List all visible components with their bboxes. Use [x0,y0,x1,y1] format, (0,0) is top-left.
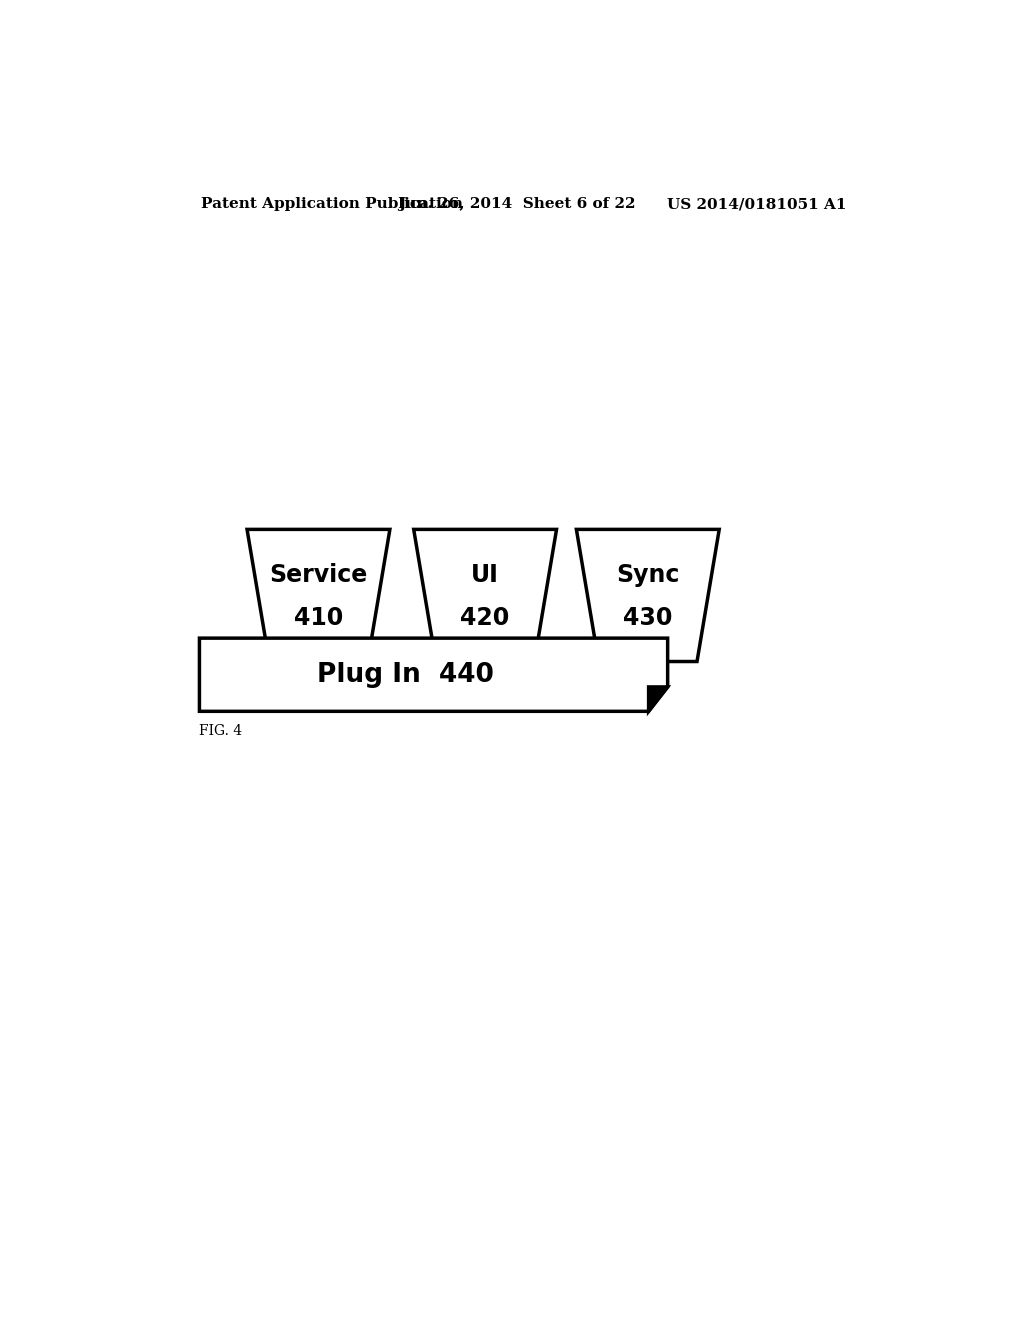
Text: Service: Service [269,564,368,587]
Text: Jun. 26, 2014  Sheet 6 of 22: Jun. 26, 2014 Sheet 6 of 22 [398,197,636,211]
Text: Plug In  440: Plug In 440 [317,661,494,688]
Text: Sync: Sync [616,564,680,587]
Text: UI: UI [471,564,499,587]
Text: 430: 430 [624,606,673,630]
Text: 420: 420 [461,606,510,630]
Text: Patent Application Publication: Patent Application Publication [201,197,463,211]
Polygon shape [247,529,390,661]
Polygon shape [200,638,668,711]
Text: FIG. 4: FIG. 4 [200,723,243,738]
Polygon shape [577,529,719,661]
Text: 410: 410 [294,606,343,630]
Polygon shape [414,529,557,661]
Polygon shape [648,686,668,711]
Text: US 2014/0181051 A1: US 2014/0181051 A1 [667,197,846,211]
